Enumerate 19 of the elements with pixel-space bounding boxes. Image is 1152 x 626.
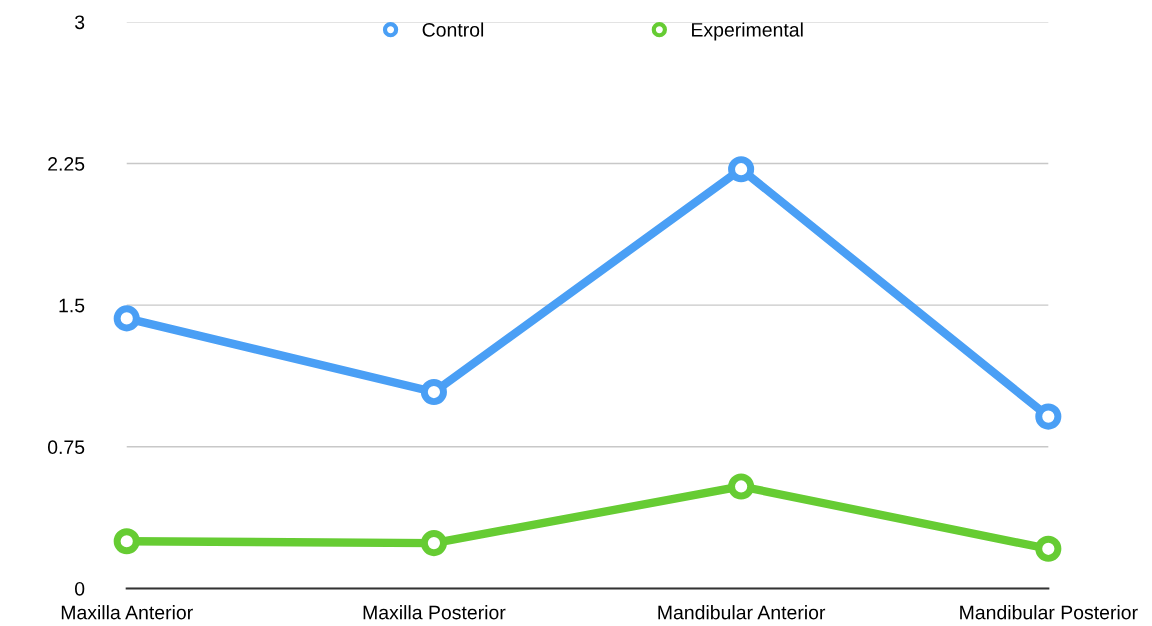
- y-tick-label: 0: [75, 581, 85, 596]
- x-tick-label: Maxilla Posterior: [363, 605, 506, 620]
- point: [113, 528, 140, 555]
- legend-label: Experimental: [692, 22, 803, 41]
- y-tick-label: 1.5: [59, 298, 85, 313]
- legend-label: Control: [422, 22, 484, 37]
- point: [420, 379, 447, 406]
- point: [728, 473, 755, 500]
- y-tick-label: 0.75: [47, 440, 85, 455]
- point: [113, 305, 140, 332]
- y-tick-label: 2.25: [48, 157, 85, 171]
- x-tick-label: Mandibular Posterior: [960, 605, 1138, 620]
- point: [1035, 535, 1062, 562]
- point: [420, 530, 447, 557]
- point: [728, 156, 755, 183]
- x-tick-label: Maxilla Anterior: [61, 605, 193, 620]
- point: [1035, 403, 1062, 430]
- x-tick-label: Mandibular Anterior: [658, 605, 826, 620]
- y-tick-label: 3: [74, 15, 85, 30]
